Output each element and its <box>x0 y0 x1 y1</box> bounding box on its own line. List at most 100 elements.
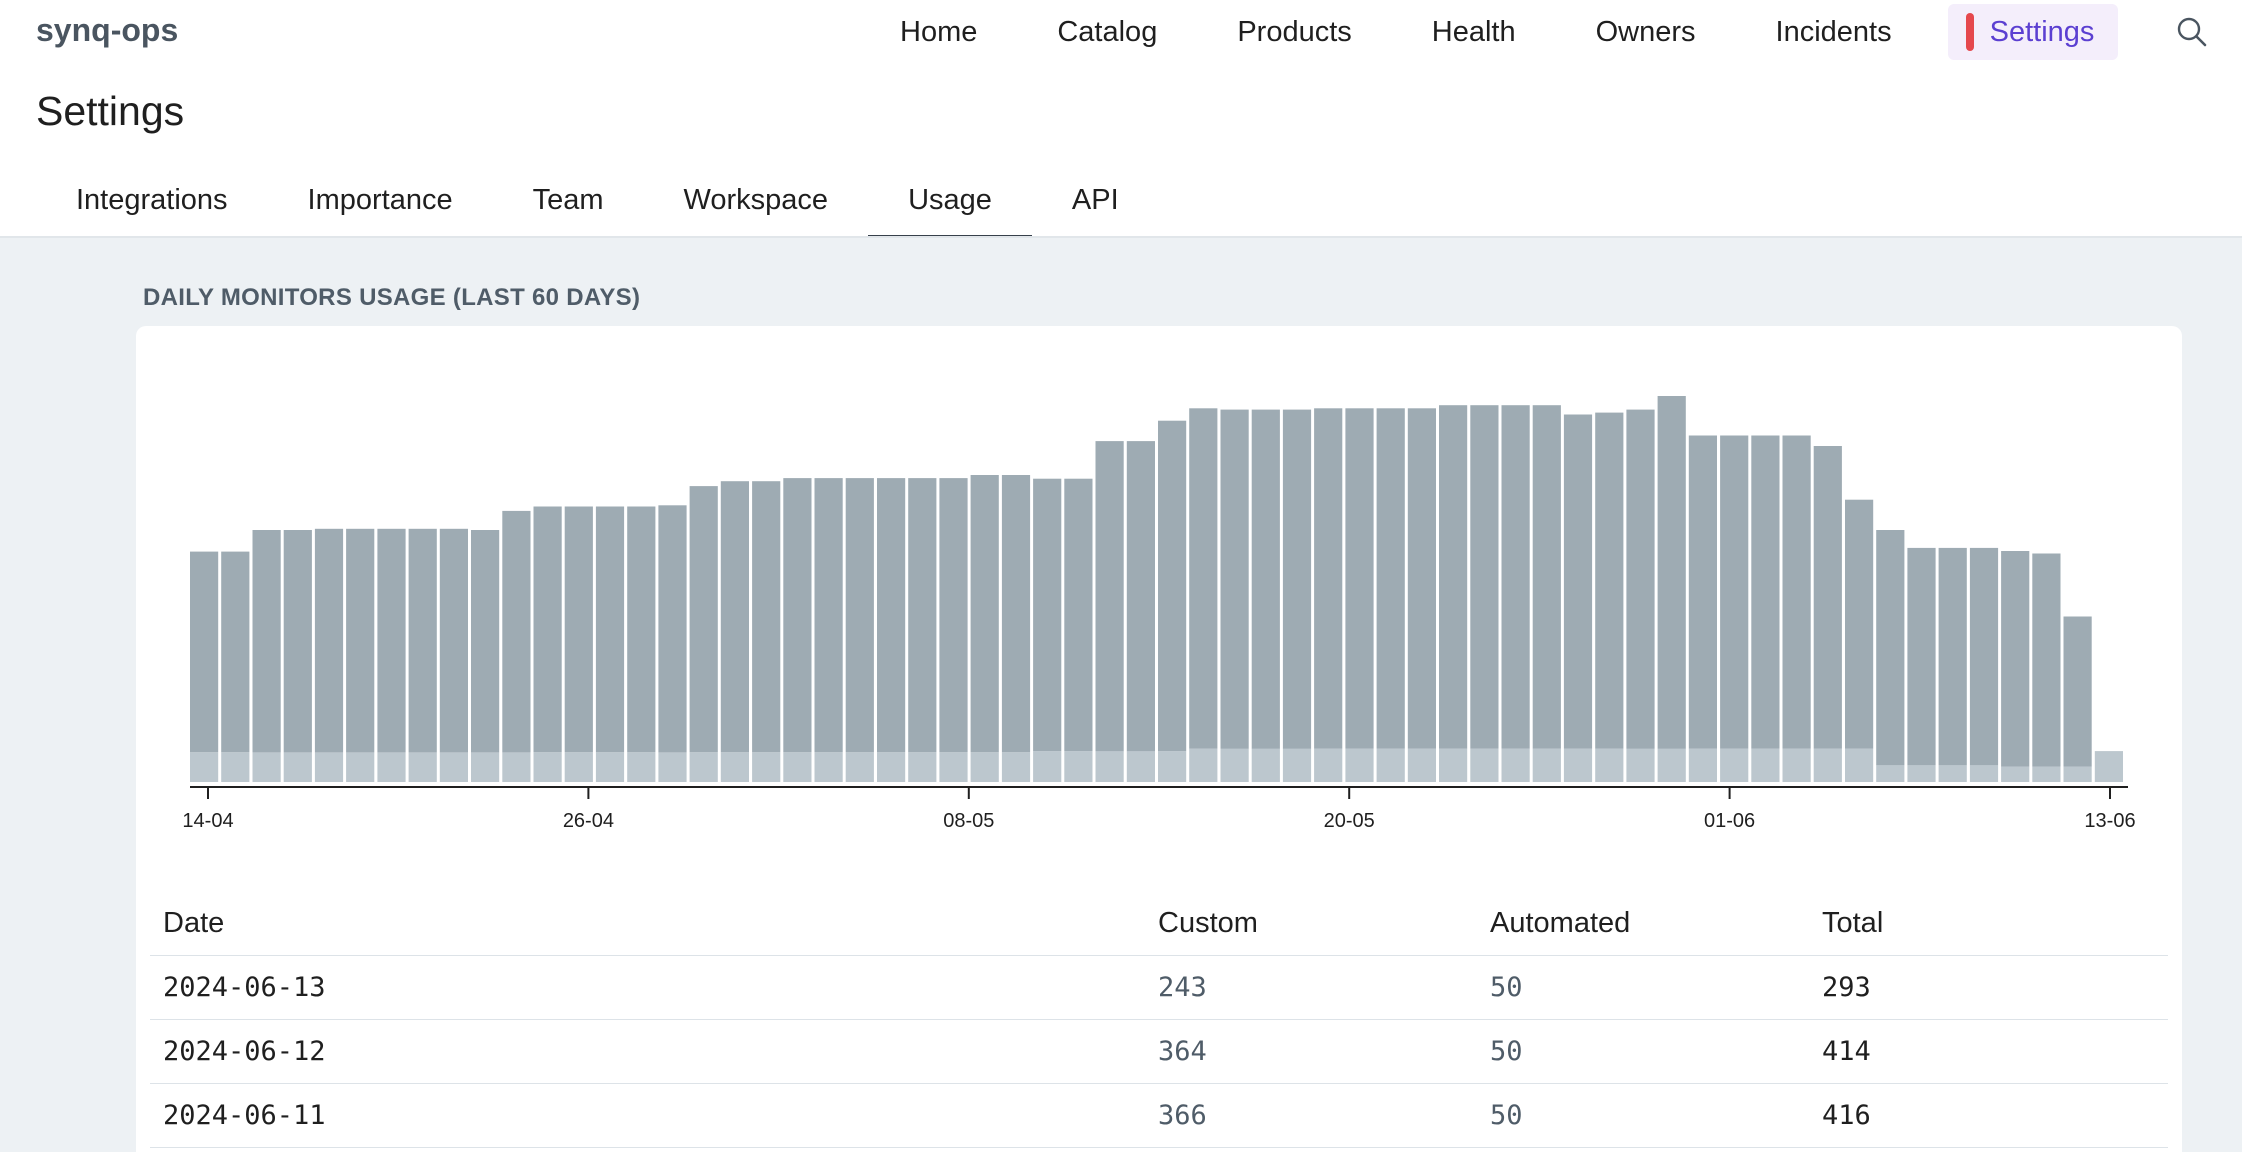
bar-automated[interactable] <box>408 752 437 782</box>
nav-item-incidents[interactable]: Incidents <box>1775 15 1892 48</box>
bar-automated[interactable] <box>1001 752 1031 782</box>
nav-item-owners[interactable]: Owners <box>1595 15 1696 48</box>
nav-item-settings[interactable]: Settings <box>1947 4 2119 60</box>
bar-automated[interactable] <box>1251 748 1280 782</box>
nav-item-catalog[interactable]: Catalog <box>1057 15 1158 48</box>
nav-item-home[interactable]: Home <box>900 15 978 48</box>
bar-automated[interactable] <box>314 752 344 782</box>
bar-automated[interactable] <box>1189 748 1218 782</box>
bar-custom[interactable] <box>314 528 344 753</box>
bar-custom[interactable] <box>595 506 625 753</box>
bar-custom[interactable] <box>689 486 718 753</box>
bar-custom[interactable] <box>2063 616 2092 767</box>
nav-item-products[interactable]: Products <box>1237 15 1352 48</box>
tab-importance[interactable]: Importance <box>307 184 453 216</box>
bar-automated[interactable] <box>595 752 625 782</box>
bar-automated[interactable] <box>627 752 656 782</box>
bar-automated[interactable] <box>2032 766 2061 782</box>
bar-custom[interactable] <box>252 530 281 753</box>
bar-automated[interactable] <box>1938 765 1967 782</box>
bar-automated[interactable] <box>283 752 312 782</box>
bar-automated[interactable] <box>1532 748 1561 782</box>
bar-custom[interactable] <box>1345 408 1374 749</box>
bar-custom[interactable] <box>2001 551 2030 767</box>
column-header-date[interactable]: Date <box>163 907 225 939</box>
bar-custom[interactable] <box>190 551 219 753</box>
bar-custom[interactable] <box>1064 478 1093 752</box>
bar-custom[interactable] <box>1626 409 1655 749</box>
tab-usage[interactable]: Usage <box>868 172 1032 238</box>
bar-custom[interactable] <box>377 528 406 753</box>
bar-automated[interactable] <box>1813 748 1842 782</box>
bar-automated[interactable] <box>1314 748 1343 782</box>
bar-custom[interactable] <box>1938 547 1967 766</box>
bar-custom[interactable] <box>783 478 812 753</box>
column-header-custom[interactable]: Custom <box>1158 907 1258 939</box>
bar-custom[interactable] <box>221 551 250 753</box>
bar-custom[interactable] <box>658 505 687 753</box>
bar-custom[interactable] <box>720 481 749 753</box>
bar-automated[interactable] <box>1282 748 1312 782</box>
bar-custom[interactable] <box>752 481 781 753</box>
bar-custom[interactable] <box>1845 499 1874 749</box>
bar-custom[interactable] <box>1033 478 1062 752</box>
bar-custom[interactable] <box>1439 405 1468 749</box>
bar-custom[interactable] <box>346 528 375 753</box>
bar-automated[interactable] <box>502 752 531 782</box>
bar-custom[interactable] <box>471 530 500 753</box>
bar-automated[interactable] <box>1126 751 1155 782</box>
bar-custom[interactable] <box>1720 435 1749 749</box>
bar-custom[interactable] <box>408 528 437 753</box>
bar-automated[interactable] <box>1782 748 1811 782</box>
bar-custom[interactable] <box>533 506 562 753</box>
bar-custom[interactable] <box>1470 405 1499 749</box>
bar-automated[interactable] <box>1376 748 1405 782</box>
tab-integrations[interactable]: Integrations <box>76 184 228 216</box>
bar-custom[interactable] <box>1782 435 1811 749</box>
bar-custom[interactable] <box>1282 409 1312 749</box>
bar-automated[interactable] <box>2094 751 2123 782</box>
bar-automated[interactable] <box>658 752 687 782</box>
bar-custom[interactable] <box>1376 408 1405 749</box>
column-header-automated[interactable]: Automated <box>1490 907 1631 939</box>
bar-custom[interactable] <box>283 530 312 753</box>
bar-automated[interactable] <box>1470 748 1499 782</box>
bar-custom[interactable] <box>814 478 843 753</box>
bar-automated[interactable] <box>1220 748 1249 782</box>
bar-custom[interactable] <box>939 478 968 753</box>
bar-automated[interactable] <box>1876 765 1905 782</box>
search-button[interactable] <box>2174 14 2210 50</box>
bar-automated[interactable] <box>221 752 250 782</box>
bar-automated[interactable] <box>190 752 219 782</box>
bar-automated[interactable] <box>252 752 281 782</box>
bar-automated[interactable] <box>1845 748 1874 782</box>
bar-custom[interactable] <box>1501 405 1530 749</box>
tab-workspace[interactable]: Workspace <box>683 184 829 216</box>
bar-custom[interactable] <box>1158 420 1187 752</box>
bar-automated[interactable] <box>1563 748 1593 782</box>
bar-custom[interactable] <box>1751 435 1780 749</box>
bar-custom[interactable] <box>1095 441 1124 752</box>
bar-automated[interactable] <box>939 752 968 782</box>
bar-custom[interactable] <box>627 506 656 753</box>
bar-automated[interactable] <box>720 752 749 782</box>
bar-automated[interactable] <box>564 752 593 782</box>
bar-custom[interactable] <box>1189 408 1218 749</box>
bar-automated[interactable] <box>689 752 718 782</box>
brand-logo[interactable]: synq-ops <box>36 12 179 48</box>
tab-api[interactable]: API <box>1071 184 1119 216</box>
bar-custom[interactable] <box>1532 405 1561 749</box>
bar-custom[interactable] <box>564 506 593 753</box>
bar-automated[interactable] <box>1969 765 1999 782</box>
bar-custom[interactable] <box>1251 409 1280 749</box>
nav-item-health[interactable]: Health <box>1431 15 1516 48</box>
bar-custom[interactable] <box>1657 396 1686 749</box>
bar-custom[interactable] <box>1407 408 1436 749</box>
bar-custom[interactable] <box>439 528 468 753</box>
bar-custom[interactable] <box>1595 412 1624 749</box>
bar-custom[interactable] <box>908 478 937 753</box>
bar-automated[interactable] <box>908 752 937 782</box>
bar-automated[interactable] <box>1657 748 1686 782</box>
bar-automated[interactable] <box>1595 748 1624 782</box>
bar-automated[interactable] <box>1751 748 1780 782</box>
